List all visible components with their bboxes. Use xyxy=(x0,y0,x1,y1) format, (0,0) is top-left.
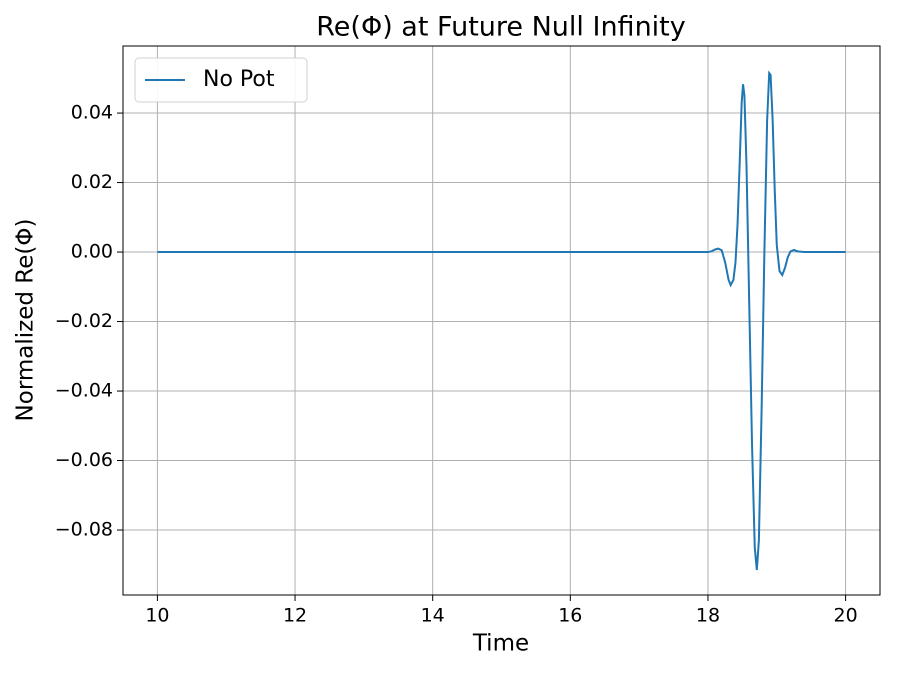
x-tick-label: 10 xyxy=(145,605,169,627)
legend: No Pot xyxy=(134,57,308,103)
y-tick-label: −0.08 xyxy=(55,519,113,541)
y-tick-label: −0.02 xyxy=(55,310,113,332)
y-tick-label: 0.00 xyxy=(71,241,113,263)
y-tick-label: −0.04 xyxy=(55,380,113,402)
x-tick-label: 12 xyxy=(283,605,307,627)
y-tick-label: 0.04 xyxy=(71,102,113,124)
x-tick-label: 14 xyxy=(421,605,445,627)
x-tick-label: 16 xyxy=(558,605,582,627)
legend-label: No Pot xyxy=(203,67,275,92)
x-axis-label: Time xyxy=(472,631,529,657)
y-tick-label: 0.02 xyxy=(71,171,113,193)
chart-title: Re(Φ) at Future Null Infinity xyxy=(316,12,686,43)
legend-box xyxy=(134,57,308,103)
y-tick-label: −0.06 xyxy=(55,449,113,471)
x-tick-label: 18 xyxy=(696,605,720,627)
y-axis-label: Normalized Re(Φ) xyxy=(13,219,39,422)
x-tick-label: 20 xyxy=(833,605,857,627)
plot-frame xyxy=(122,45,881,596)
line xyxy=(157,70,846,571)
